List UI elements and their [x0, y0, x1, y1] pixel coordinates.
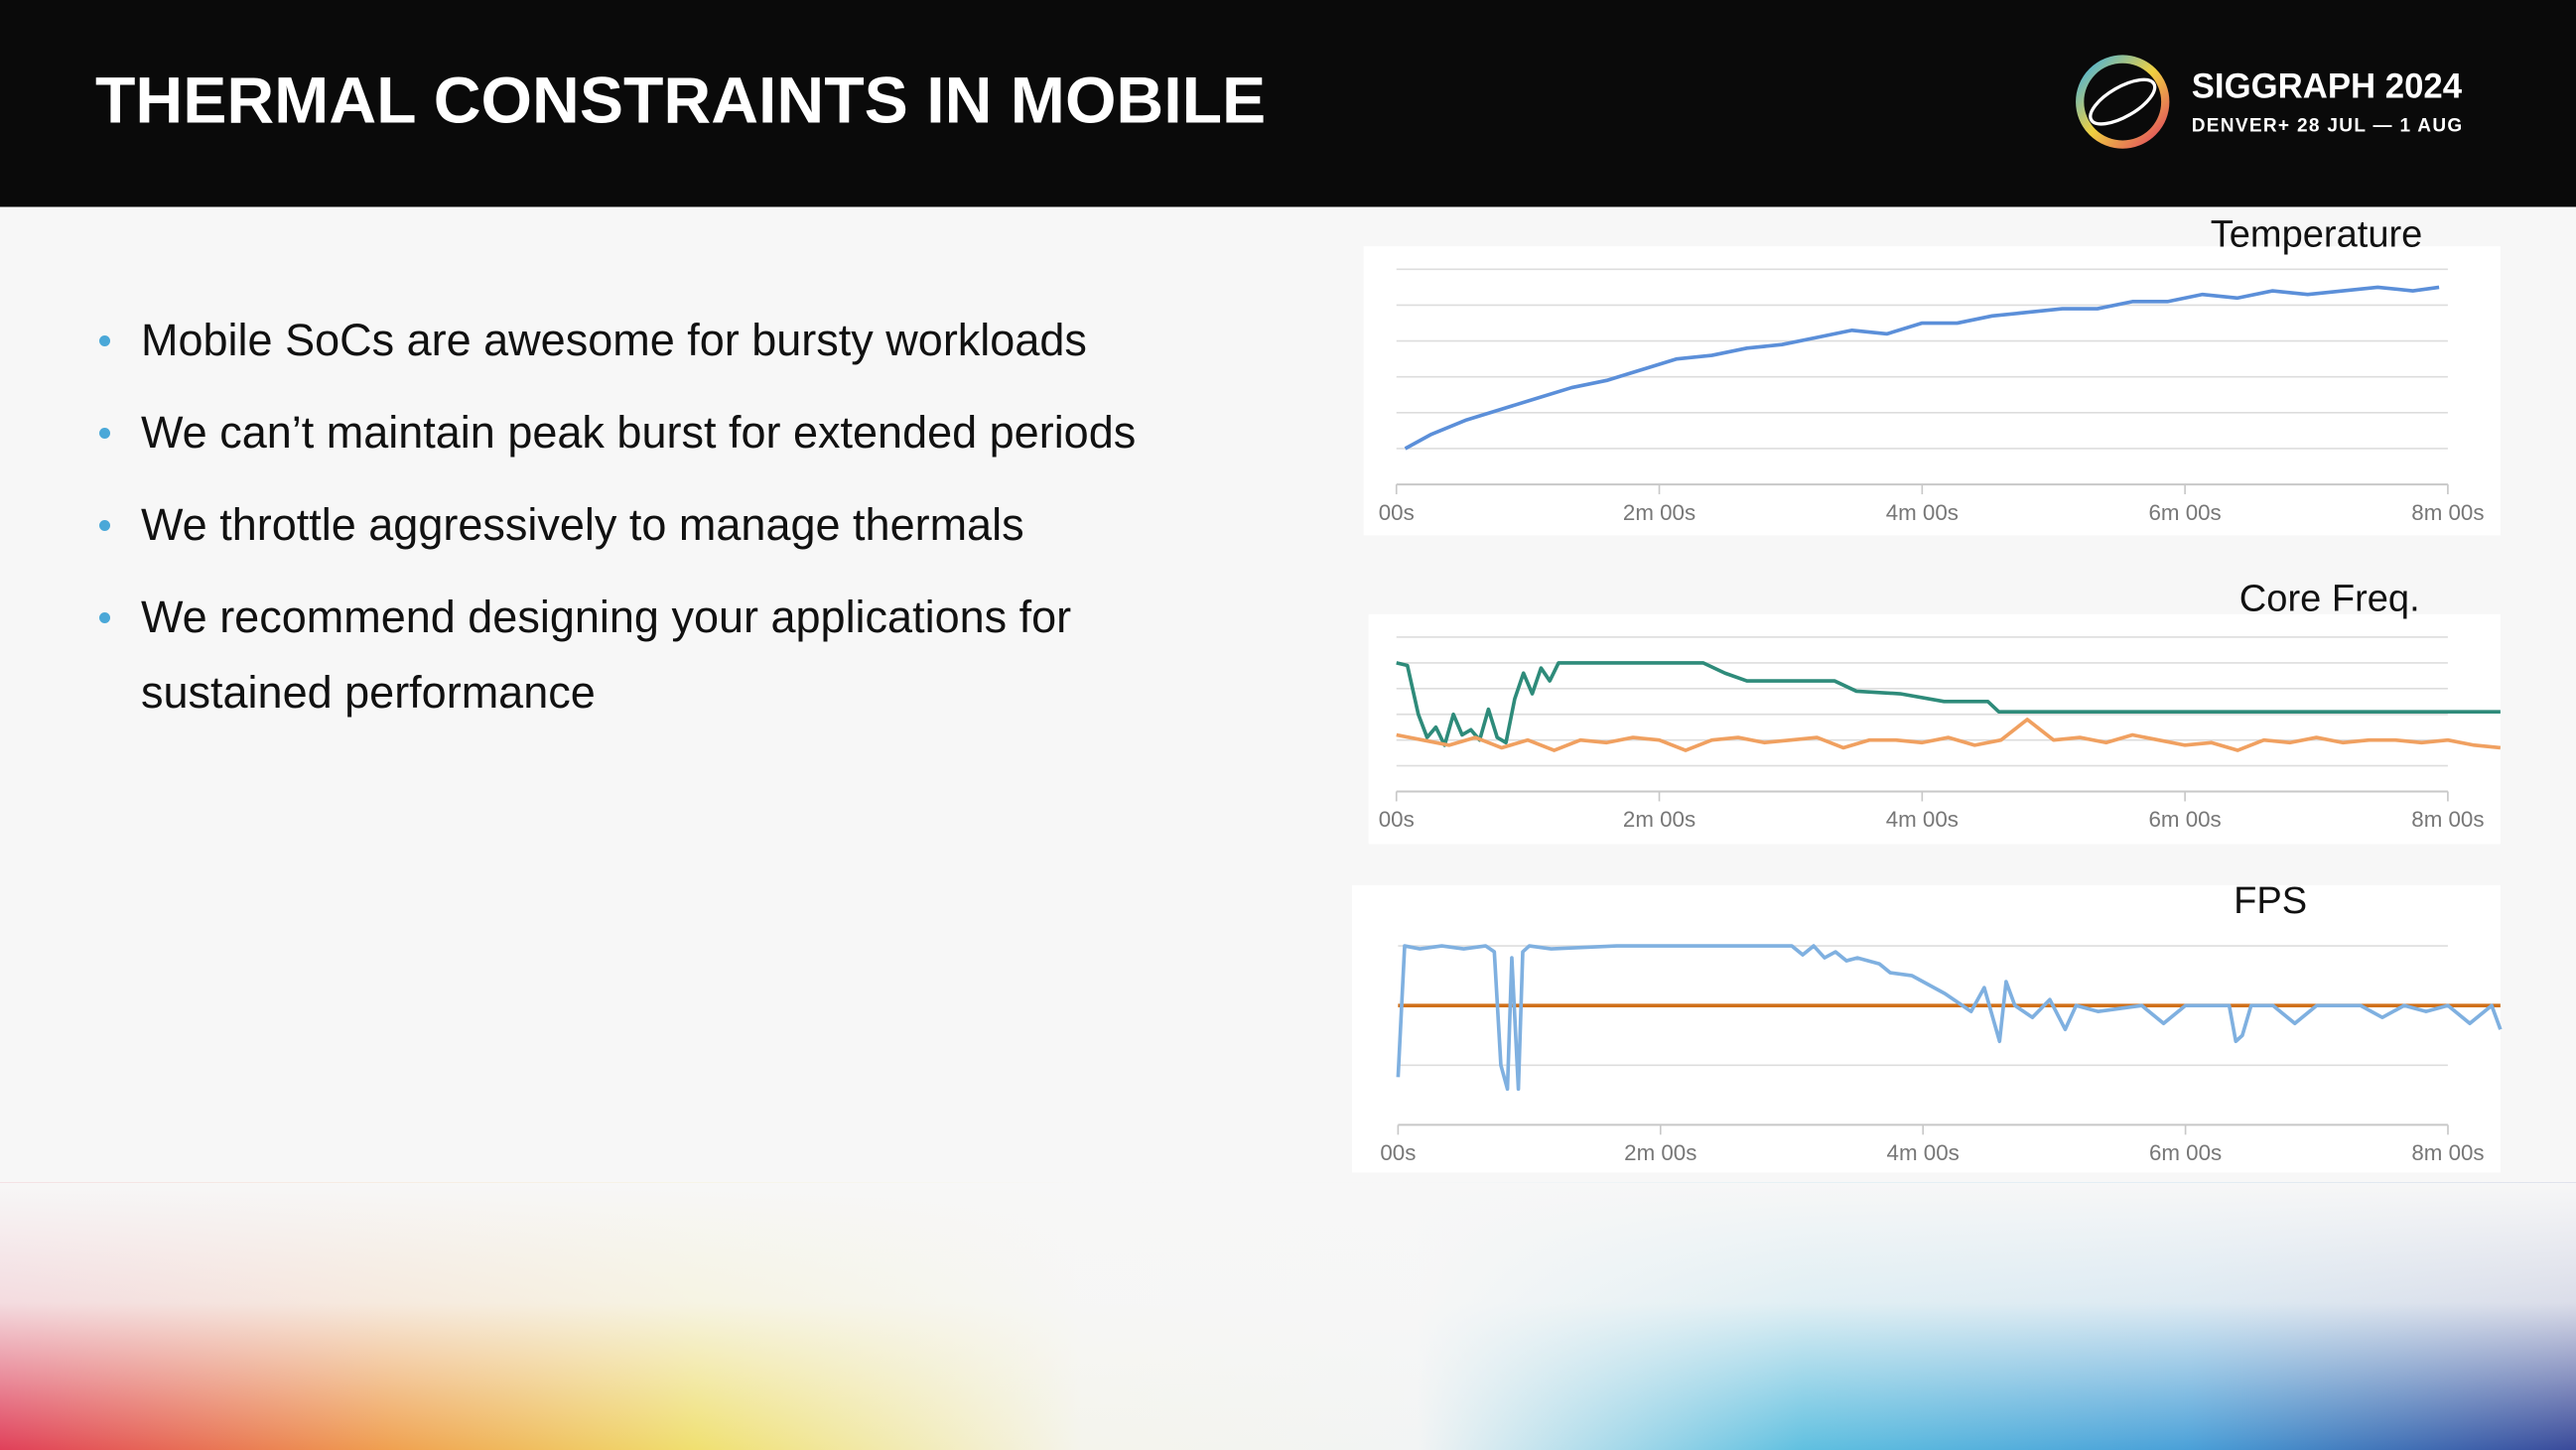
logo-swoosh [2089, 77, 2157, 126]
x-tick-label: 00s [1379, 500, 1415, 525]
x-tick-label: 2m 00s [1623, 807, 1695, 832]
chart-panel [1363, 246, 2501, 536]
x-tick-label: 6m 00s [2148, 500, 2221, 525]
chart-title: Core Freq. [2239, 579, 2420, 620]
x-tick-label: 00s [1380, 1140, 1416, 1165]
bullet-item: We can’t maintain peak burst for extende… [95, 395, 1197, 470]
bullet-item: We recommend designing your applications… [95, 580, 1197, 730]
slide-title: THERMAL CONSTRAINTS IN MOBILE [95, 64, 1266, 137]
chart-panel [1368, 613, 2501, 845]
x-tick-label: 4m 00s [1886, 500, 1959, 525]
bottom-fade [0, 1182, 2576, 1450]
x-tick-label: 6m 00s [2149, 1140, 2222, 1165]
data-line [1396, 718, 2502, 752]
logo-subtitle: DENVER+ 28 JUL — 1 AUG [2192, 115, 2464, 136]
x-tick-label: 6m 00s [2148, 807, 2221, 832]
x-tick-label: 8m 00s [2411, 500, 2484, 525]
logo-ring [2076, 55, 2170, 149]
bullet-item: Mobile SoCs are awesome for bursty workl… [95, 303, 1197, 378]
x-tick-label: 00s [1379, 807, 1415, 832]
bullet-list: Mobile SoCs are awesome for bursty workl… [95, 303, 1197, 747]
x-tick-label: 8m 00s [2411, 807, 2484, 832]
chart-panel [1352, 884, 2501, 1173]
x-tick-label: 4m 00s [1886, 807, 1959, 832]
logo-name: SIGGRAPH 2024 [2192, 68, 2463, 106]
x-tick-label: 2m 00s [1623, 500, 1695, 525]
data-line [1396, 661, 2501, 747]
chart-title: FPS [2234, 880, 2307, 922]
bullet-item: We throttle aggressively to manage therm… [95, 487, 1197, 563]
x-tick-label: 8m 00s [2411, 1140, 2484, 1165]
x-tick-label: 4m 00s [1887, 1140, 1960, 1165]
data-line [1396, 944, 2503, 1092]
chart-title: Temperature [2211, 213, 2423, 255]
x-tick-label: 2m 00s [1624, 1140, 1696, 1165]
data-line [1404, 285, 2440, 451]
